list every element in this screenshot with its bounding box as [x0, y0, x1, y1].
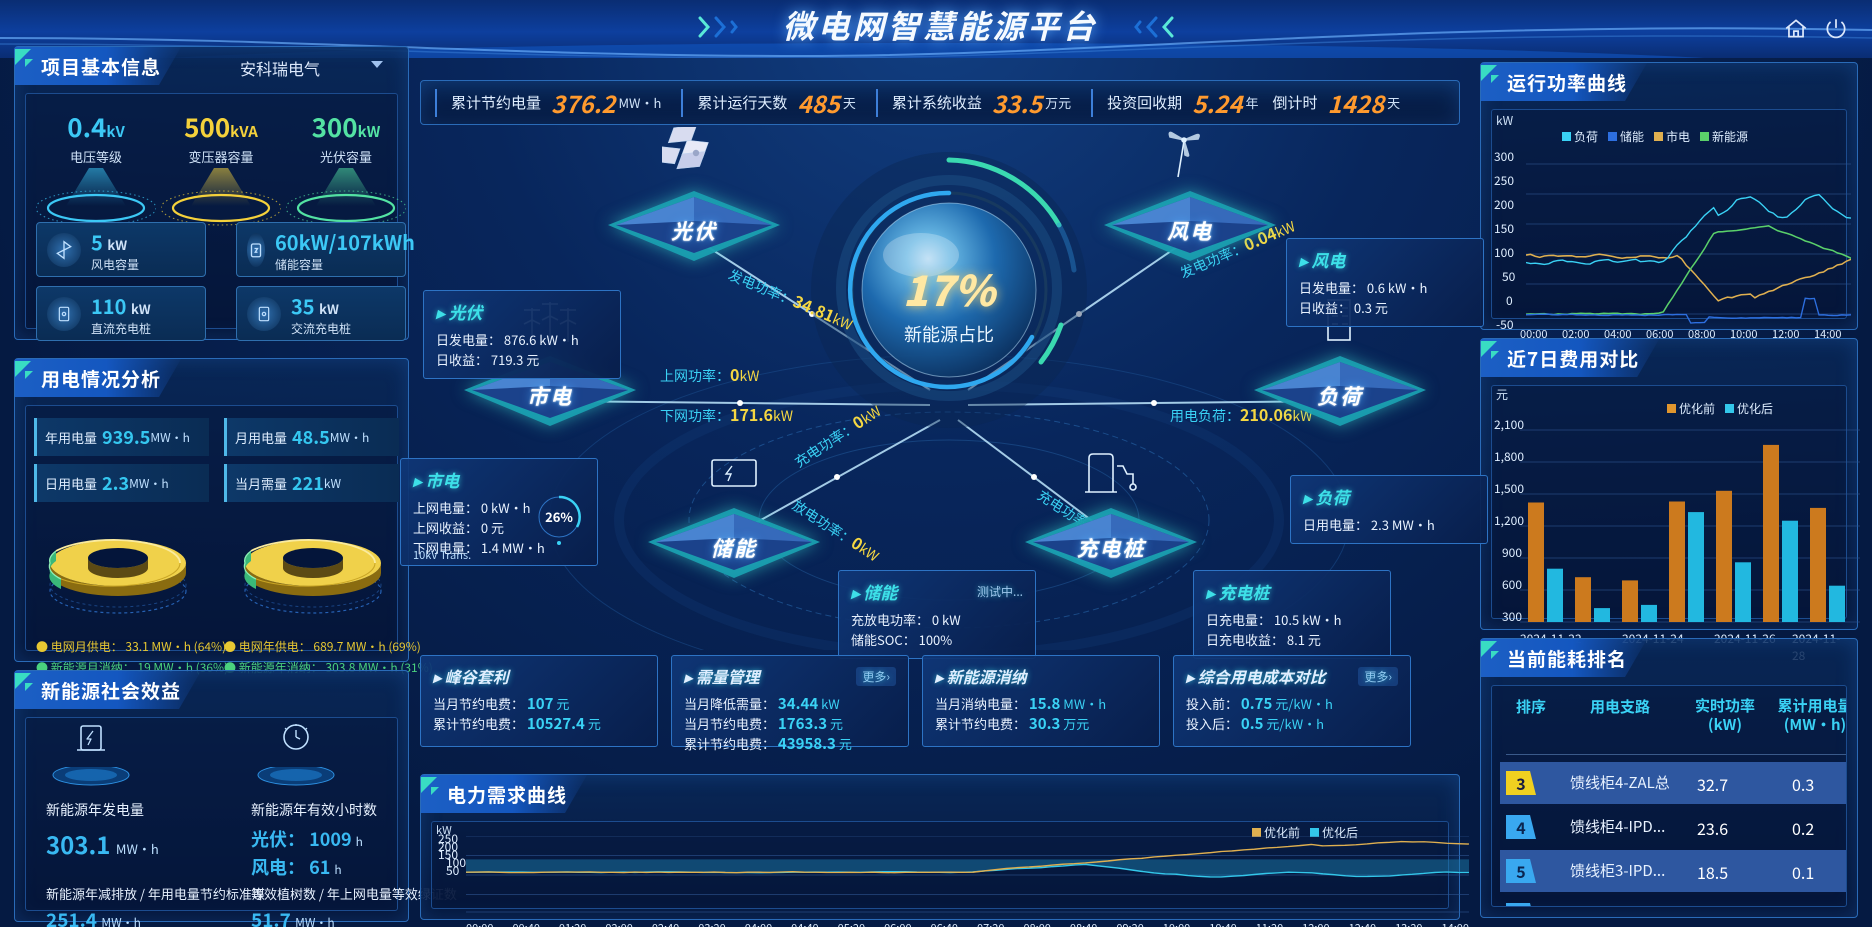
svg-text:26%: 26%	[545, 507, 573, 526]
